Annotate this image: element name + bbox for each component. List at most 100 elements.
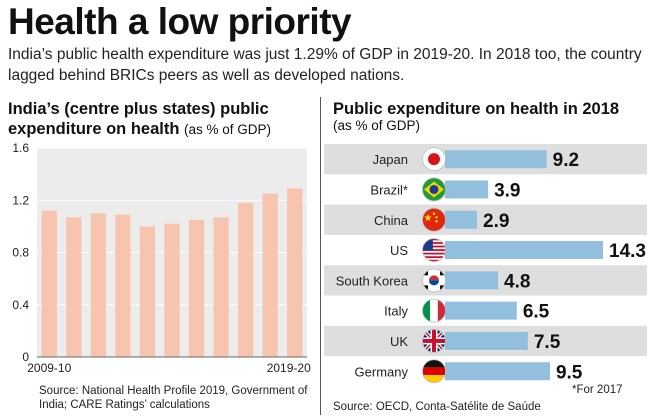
panel-divider (320, 97, 321, 415)
country-bar (445, 150, 547, 169)
country-bar (445, 362, 550, 381)
uk-flag (422, 329, 446, 353)
india-bar (164, 223, 180, 357)
flag-outline (422, 359, 446, 384)
flag-outline (422, 298, 446, 323)
india-bar (115, 214, 131, 357)
flag-part (422, 299, 431, 323)
right-chart-source: Source: OECD, Conta-Satélite de Saúde (333, 401, 541, 413)
country-label: China (374, 213, 409, 228)
left-chart-source: Source: National Health Profile 2019, Go… (39, 385, 308, 411)
country-label: South Korea (336, 273, 409, 288)
y-tick-label: 0 (22, 350, 29, 364)
flag-part: ★ (424, 213, 433, 224)
flag-part (422, 238, 433, 251)
flag-outline (422, 147, 446, 172)
value-label: 7.5 (534, 332, 561, 353)
flag-outline (422, 268, 446, 293)
value-label: 9.2 (553, 150, 579, 171)
india-bar (238, 202, 254, 357)
flag-outline (422, 238, 446, 262)
value-label: 4.8 (504, 271, 530, 292)
flag-part (422, 375, 446, 383)
flag-outline (422, 329, 446, 353)
flag-part (422, 242, 446, 244)
flag-part (432, 212, 436, 215)
flag-part (422, 367, 446, 376)
flag-part (430, 299, 438, 323)
flag-part (440, 271, 444, 276)
country-label: Germany (355, 364, 409, 379)
flag-body (422, 177, 446, 201)
flag-part (429, 275, 439, 281)
country-bar (445, 331, 528, 350)
south-korea-flag (422, 268, 446, 293)
flag-part (422, 338, 446, 343)
flag-part (428, 153, 440, 166)
flag-part (422, 252, 446, 255)
india-bar (66, 217, 82, 357)
country-label: US (390, 243, 408, 258)
italy-flag (422, 298, 446, 323)
left-chart-title: India’s (centre plus states) public expe… (8, 99, 308, 140)
flag-part (422, 208, 446, 232)
country-bar (445, 210, 478, 229)
flag-part (435, 220, 438, 223)
india-bar (262, 193, 278, 357)
country-bar (445, 180, 489, 199)
left-chart-title-text: India’s (centre plus states) public expe… (8, 100, 269, 138)
flag-body (422, 329, 446, 353)
left-chart-unit: (as % of GDP) (184, 122, 272, 137)
value-label: 14.3 (609, 241, 646, 262)
value-label: 2.9 (483, 211, 509, 232)
flag-body (422, 359, 446, 383)
flag-part (429, 280, 439, 286)
flag-body (422, 268, 446, 292)
brazil-flag (422, 177, 446, 202)
flag-part (422, 245, 446, 248)
flag-part (424, 271, 428, 276)
flag-part (422, 238, 446, 241)
y-tick-label: 1.6 (12, 141, 29, 155)
flag-body (422, 238, 446, 262)
flag-part (424, 285, 428, 290)
country-bar (445, 301, 517, 320)
brazil-footnote: *For 2017 (572, 384, 623, 396)
country-bar (445, 271, 499, 290)
country-comparison-bar-chart: Japan 9.2 Brazil* 3.9 China 2.9 ★ US 14.3 South K… (324, 144, 647, 384)
country-bar (445, 241, 603, 260)
y-tick-label: 0.4 (12, 298, 29, 312)
value-label: 9.5 (556, 362, 583, 383)
japan-flag (422, 147, 446, 172)
y-tick-label: 1.2 (12, 193, 29, 207)
india-bar (213, 217, 229, 357)
flag-part (422, 259, 446, 262)
flag-part (422, 359, 446, 368)
india-bar (188, 219, 205, 357)
india-expenditure-bar-chart: 0 0.4 0.8 1.2 1.6 2009-10 2019-20 (12, 141, 311, 375)
flag-body: ★ (422, 208, 446, 232)
india-bar (139, 226, 156, 357)
flag-body (422, 147, 446, 171)
value-label: 3.9 (494, 180, 520, 201)
flag-body (422, 299, 446, 323)
country-label: UK (390, 334, 408, 349)
flag-part (435, 216, 438, 219)
germany-flag (422, 359, 446, 384)
row-shade (324, 204, 647, 235)
x-tick-label: 2009-10 (27, 361, 71, 375)
us-flag (422, 238, 446, 262)
intro-text: India’s public health expenditure was ju… (8, 46, 642, 84)
flag-outline (422, 177, 446, 202)
flag-part (437, 299, 446, 323)
country-label: Italy (384, 304, 408, 319)
flag-part (440, 285, 444, 290)
country-label: Brazil* (370, 182, 408, 197)
flag-part (429, 184, 439, 194)
country-label: Japan (373, 152, 408, 167)
india-bar (287, 188, 303, 357)
flag-part (422, 249, 446, 251)
flag-outline (422, 207, 446, 232)
y-tick-label: 0.8 (12, 246, 29, 260)
x-tick-label: 2019-20 (267, 361, 311, 375)
